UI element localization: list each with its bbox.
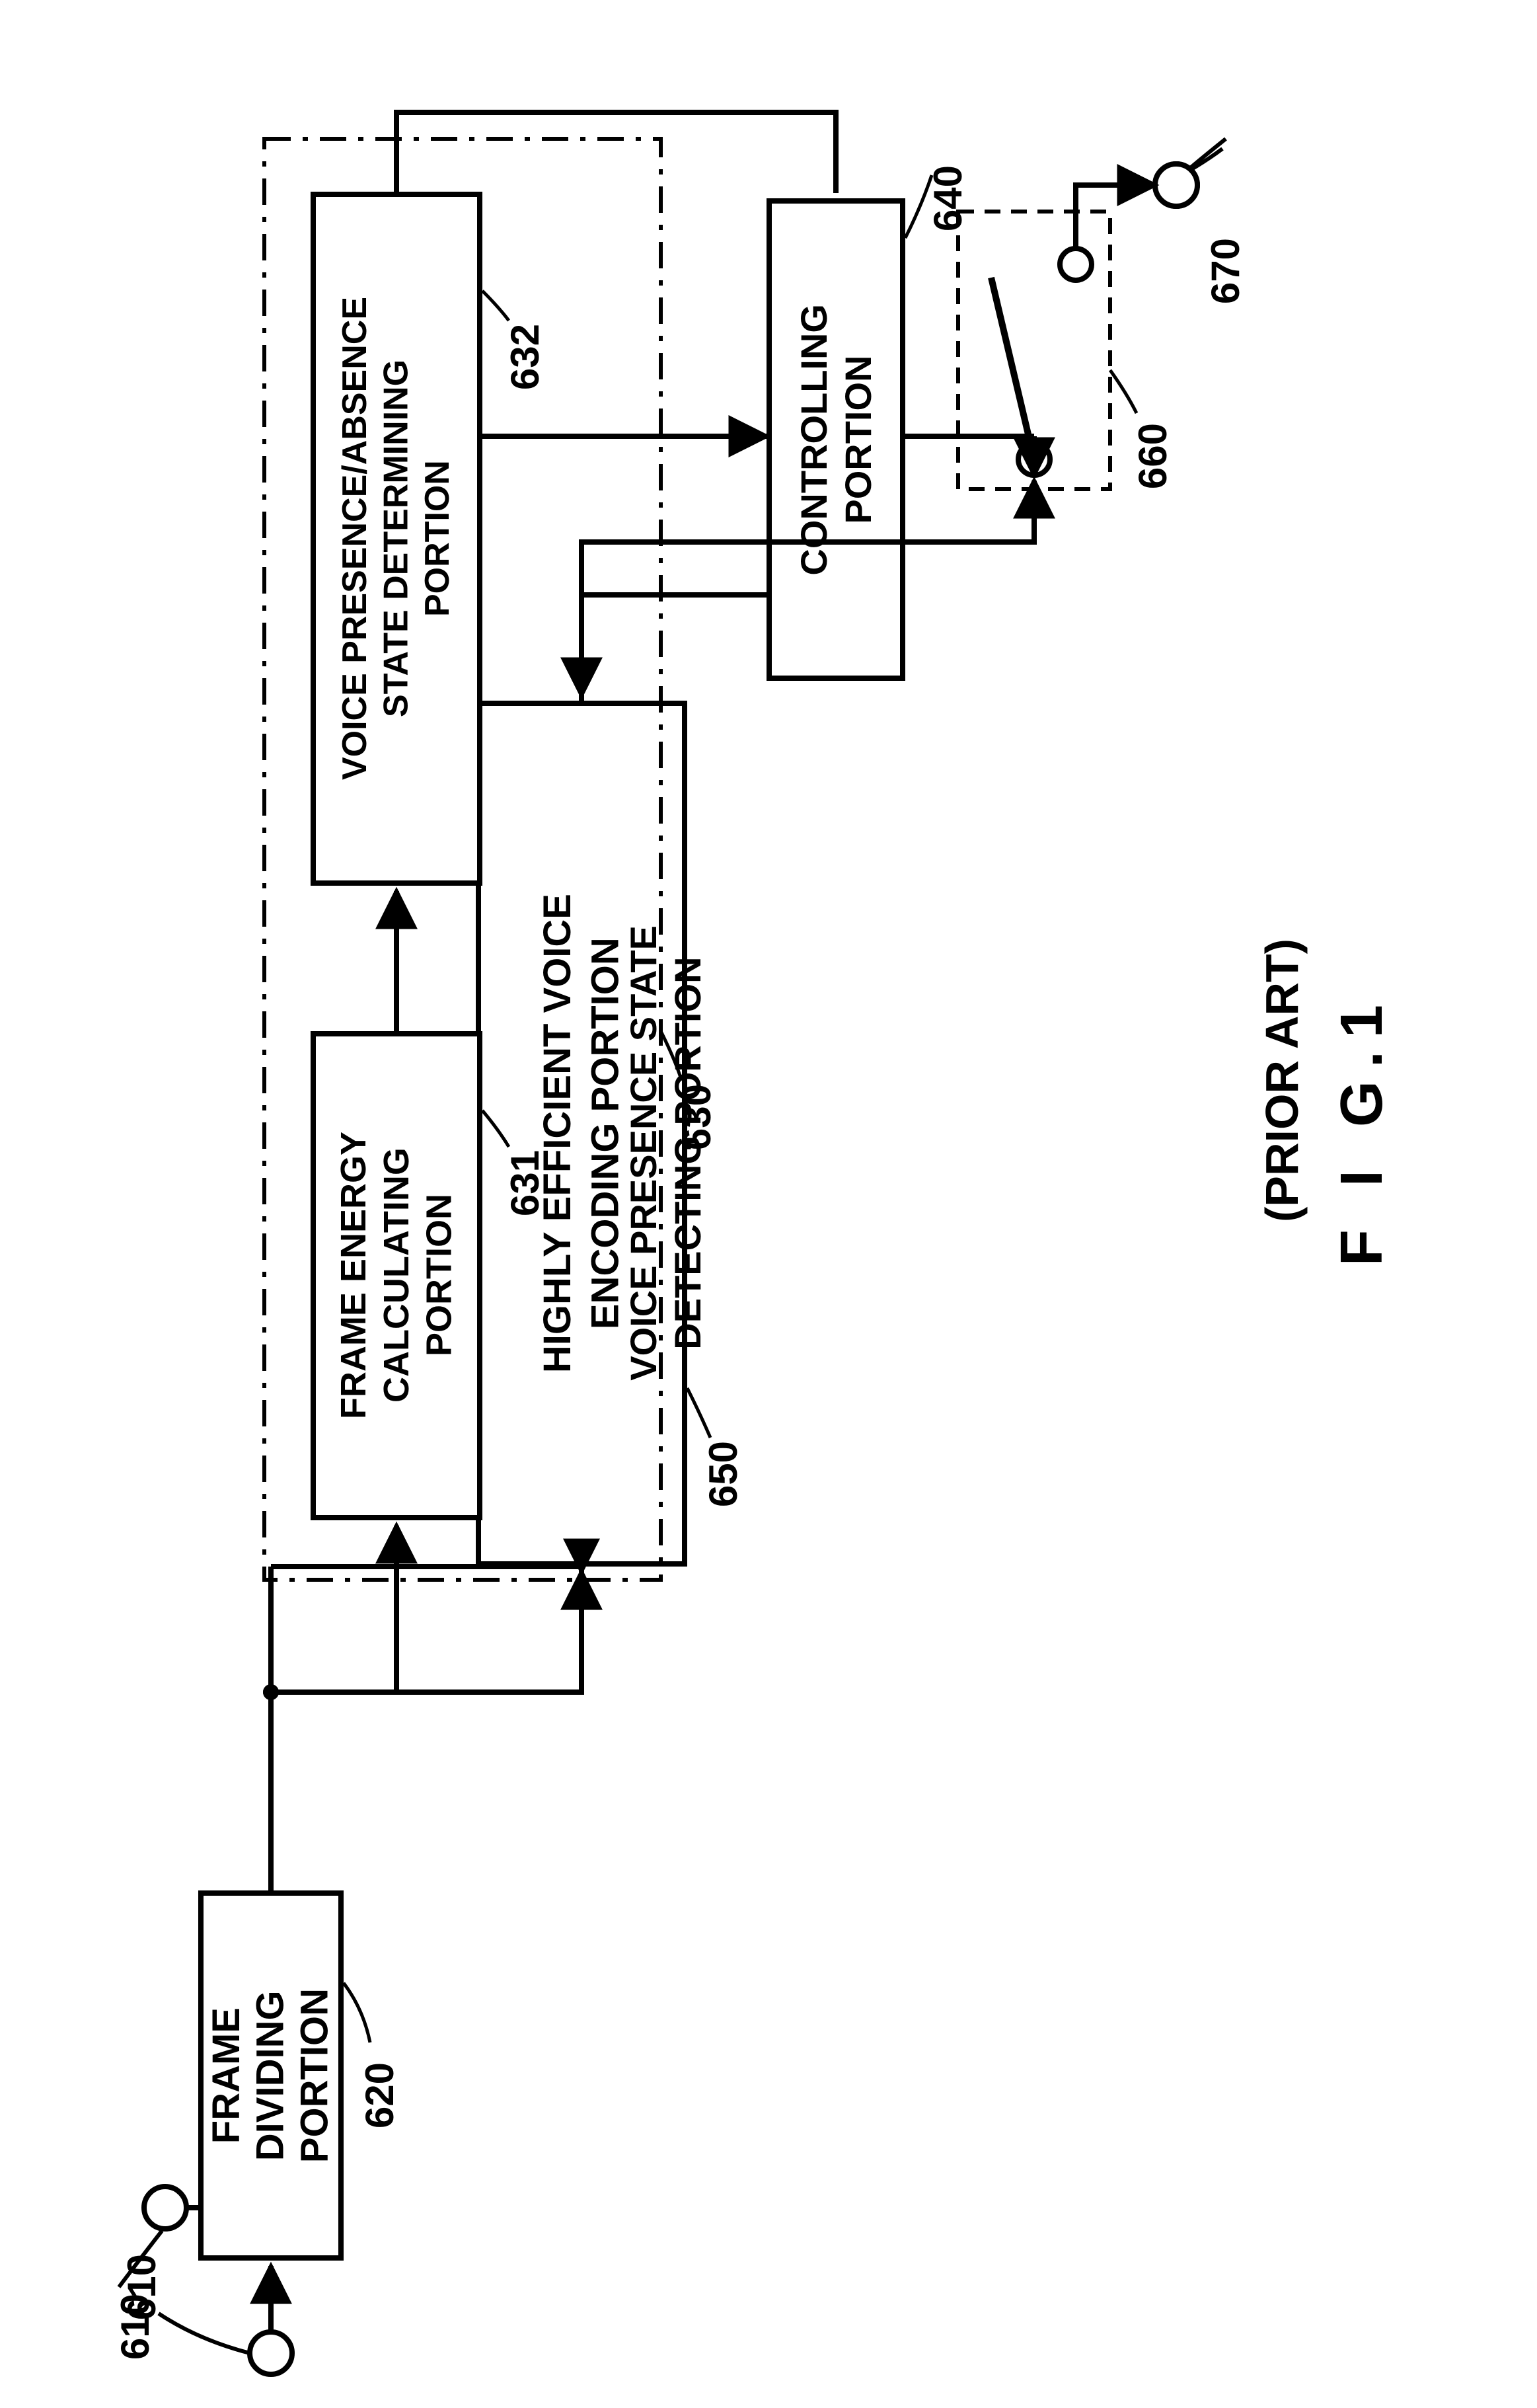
switch-throw [1060,249,1092,280]
ref-631: 631 [502,1150,548,1216]
ref-650: 650 [700,1441,746,1507]
block-frame-energy-label: FRAME ENERGY CALCULATING PORTION [332,1132,461,1419]
output-terminal-icon [1155,164,1197,206]
block-frame-dividing: FRAME DIVIDING PORTION [198,1890,344,2261]
switch-pole [1018,444,1050,475]
block-detecting-label: VOICE PRESENCE STATE DETECTING PORTION [621,925,710,1381]
block-frame-energy: FRAME ENERGY CALCULATING PORTION [311,1031,482,1520]
lead-660 [1110,370,1137,413]
ref-670: 670 [1203,238,1248,304]
ref-632: 632 [502,324,548,390]
lead-650 [687,1388,710,1438]
junction-dot [263,1684,279,1700]
block-voice-presence-label: VOICE PRESENCE/ABSENCE STATE DETERMINING… [334,297,458,780]
figure-subtitle: (PRIOR ART) [1256,939,1308,1222]
junction [263,1684,279,1700]
ref-640: 640 [925,165,971,231]
input-terminal-icon [144,2187,186,2229]
ref-620: 620 [357,2062,402,2128]
ref-610b: 610 [112,2294,158,2360]
lead-670 [1193,149,1222,169]
lead-620 [344,1983,370,2042]
a-660-670 [1076,185,1155,249]
lead-670-curve [1189,139,1226,169]
lead-610-curve [159,2313,250,2353]
block-frame-dividing-label: FRAME DIVIDING PORTION [205,1988,337,2163]
ref-630: 630 [674,1084,720,1150]
block-voice-presence: VOICE PRESENCE/ABSENCE STATE DETERMINING… [311,192,482,886]
terminal-610 [250,2332,292,2374]
block-controlling-label: CONTROLLING PORTION [792,304,880,576]
terminal-670 [1155,164,1197,206]
block-controlling: CONTROLLING PORTION [767,198,905,681]
ref-660: 660 [1130,423,1176,489]
switch-arm [991,278,1034,459]
a-j-650 [271,1572,581,1692]
figure-title: F I G.1 [1328,991,1396,1266]
switch-box [958,212,1110,489]
